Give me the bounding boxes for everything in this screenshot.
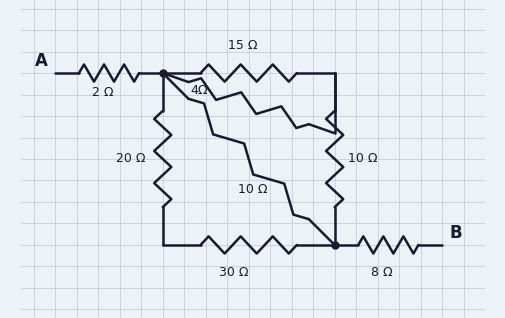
Text: 10 Ω: 10 Ω: [347, 153, 377, 165]
Text: 10 Ω: 10 Ω: [238, 183, 267, 196]
Text: 8 Ω: 8 Ω: [370, 266, 392, 280]
Text: 15 Ω: 15 Ω: [227, 38, 257, 52]
Text: 4Ω: 4Ω: [190, 84, 208, 97]
Text: 2 Ω: 2 Ω: [92, 86, 113, 99]
Text: 20 Ω: 20 Ω: [116, 153, 145, 165]
Text: A: A: [35, 52, 48, 70]
Text: 30 Ω: 30 Ω: [219, 266, 248, 280]
Text: B: B: [448, 224, 461, 242]
